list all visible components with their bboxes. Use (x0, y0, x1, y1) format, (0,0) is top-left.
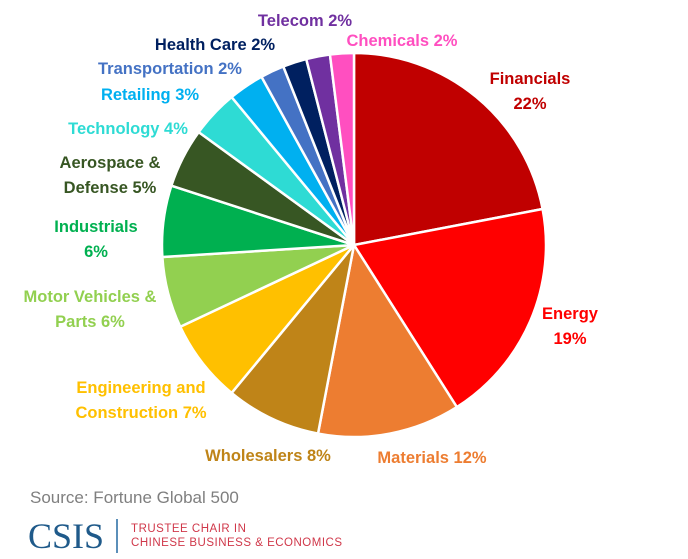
slice-label-line: Engineering and (76, 379, 205, 397)
slice-label-line: Chemicals 2% (347, 32, 458, 50)
slice-label: Energy 19% (542, 305, 599, 348)
slice-label-line: Energy (542, 305, 599, 323)
logo-wordmark: CSIS (28, 516, 105, 556)
slice-label-line: Industrials (54, 218, 137, 236)
slice-label-line: Technology 4% (68, 120, 188, 138)
logo-subtitle: TRUSTEE CHAIR IN CHINESE BUSINESS & ECON… (131, 522, 342, 550)
pie-slice-financials (352, 51, 545, 247)
slice-label-line: Telecom 2% (258, 12, 352, 30)
slice-label-line: Health Care 2% (155, 36, 275, 54)
pie-slice-chemicals (328, 51, 356, 246)
slice-label: Technology 4% (68, 120, 188, 138)
slice-label: Aerospace & Defense 5% (60, 154, 161, 197)
slice-label-line: Construction 7% (75, 404, 206, 422)
slice-label-line: 19% (553, 330, 586, 348)
slice-label-line: 22% (513, 95, 546, 113)
slice-label-line: Materials 12% (377, 449, 486, 467)
pie-slice-energy (351, 207, 548, 409)
slice-label: Motor Vehicles & Parts 6% (24, 288, 157, 331)
pie-slice-wholesalers (229, 244, 356, 436)
slice-label-line: Wholesalers 8% (205, 447, 331, 465)
csis-logo: CSIS TRUSTEE CHAIR IN CHINESE BUSINESS &… (28, 517, 343, 555)
slice-label: Retailing 3% (101, 86, 199, 104)
slice-label-line: Retailing 3% (101, 86, 199, 104)
slice-label: Industrials 6% (54, 218, 137, 261)
slice-label: Materials 12% (377, 449, 486, 467)
slice-label-line: Financials (490, 70, 571, 88)
slice-label-line: Parts 6% (55, 313, 125, 331)
slice-label-line: Motor Vehicles & (24, 288, 157, 306)
slice-label-line: Transportation 2% (98, 60, 242, 78)
logo-divider (116, 519, 119, 553)
slice-label-line: 6% (84, 243, 108, 261)
slice-label-line: Aerospace & (60, 154, 161, 172)
slice-label: Financials 22% (490, 70, 571, 113)
slice-label: Transportation 2% (98, 60, 242, 78)
slice-label: Chemicals 2% (347, 32, 458, 50)
logo-line-2: CHINESE BUSINESS & ECONOMICS (131, 537, 343, 549)
slice-label: Telecom 2% (258, 12, 352, 30)
logo-line-1: TRUSTEE CHAIR IN (131, 523, 247, 535)
pie-slice-materials (316, 241, 459, 439)
slice-label: Wholesalers 8% (205, 447, 331, 465)
slice-label-line: Defense 5% (64, 179, 157, 197)
source-note: Source: Fortune Global 500 (30, 488, 239, 507)
slice-label: Health Care 2% (155, 36, 275, 54)
slice-label: Engineering and Construction 7% (75, 379, 206, 422)
